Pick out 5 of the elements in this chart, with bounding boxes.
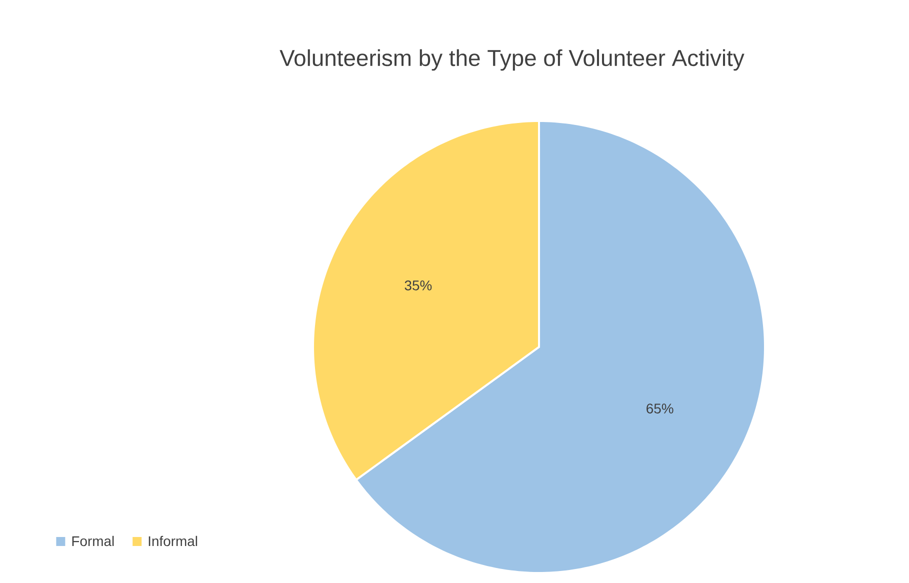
data-label: 65% (646, 404, 674, 414)
legend-label: Informal (148, 536, 198, 546)
data-label: 35% (404, 280, 432, 290)
legend-label: Formal (72, 536, 114, 546)
chart-title: Volunteerism by the Type of Volunteer Activity (280, 49, 744, 71)
